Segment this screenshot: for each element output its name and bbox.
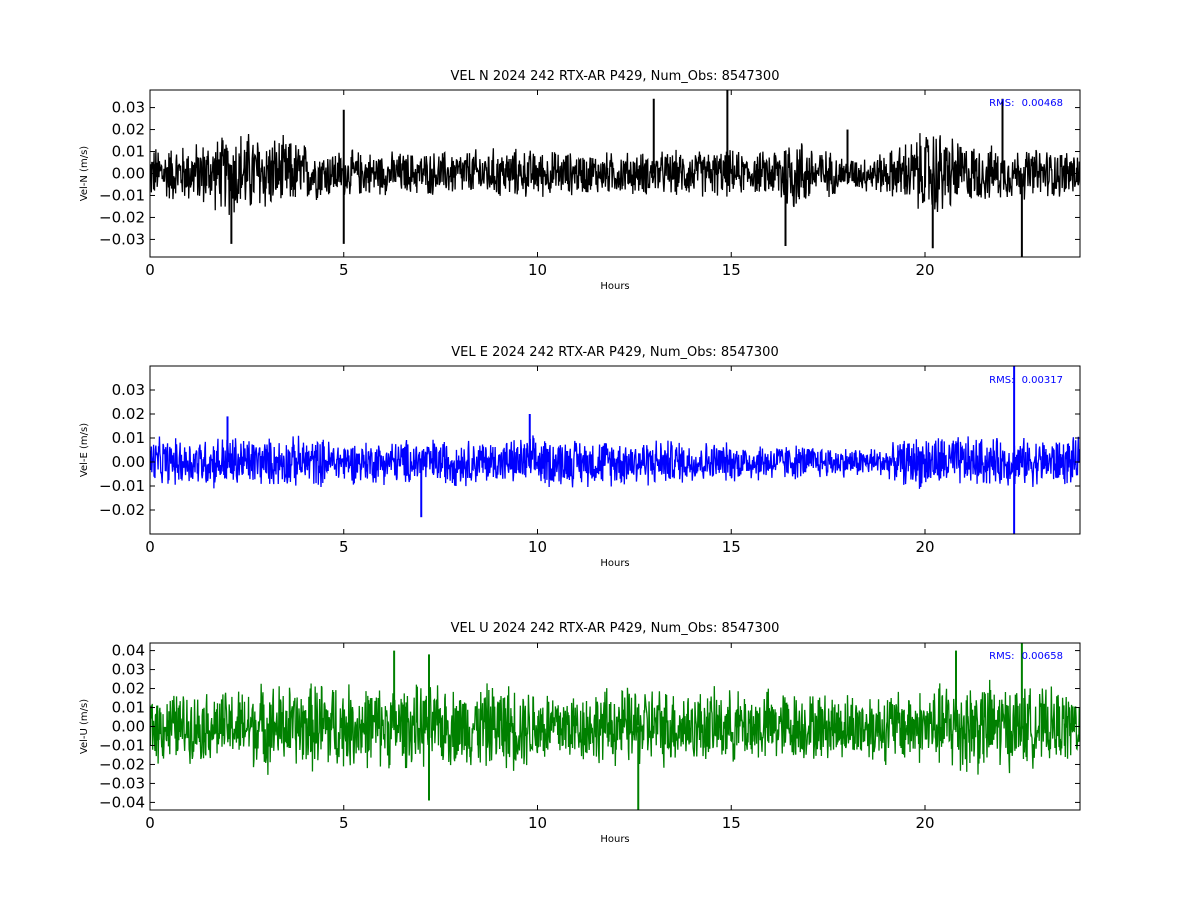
x-tick-label: 0 (145, 261, 155, 279)
y-tick-label: 0.01 (112, 429, 145, 447)
y-axis-label: Vel-U (m/s) (79, 699, 90, 754)
x-tick-label: 0 (145, 538, 155, 556)
rms-annotation: RMS: 0.00658 (989, 651, 1063, 662)
y-tick-label: 0.02 (112, 121, 145, 139)
rms-annotation: RMS: 0.00468 (989, 98, 1063, 109)
x-axis-label: Hours (600, 281, 629, 292)
rms-label: RMS: (989, 651, 1014, 662)
x-axis-label: Hours (600, 834, 629, 845)
panel-vel-n: VEL N 2024 242 RTX-AR P429, Num_Obs: 854… (79, 69, 1081, 292)
series-vel-u (150, 643, 1080, 810)
x-tick-label: 0 (145, 814, 155, 832)
x-tick-label: 15 (722, 261, 741, 279)
y-tick-label: 0.04 (112, 642, 145, 660)
y-tick-label: 0.01 (112, 143, 145, 161)
rms-label: RMS: (989, 98, 1014, 109)
panel-vel-e: VEL E 2024 242 RTX-AR P429, Num_Obs: 854… (79, 345, 1081, 569)
x-tick-label: 15 (722, 538, 741, 556)
x-tick-label: 20 (915, 814, 934, 832)
y-tick-label: 0.03 (112, 381, 145, 399)
axes-frame (149, 365, 1081, 535)
x-axis-label: Hours (600, 558, 629, 569)
y-tick-label: 0.02 (112, 405, 145, 423)
x-tick-label: 10 (528, 538, 547, 556)
y-tick-label: −0.04 (99, 793, 145, 811)
rms-label: RMS: (989, 375, 1014, 386)
tick-group: 0 5 10 15 20 −0.03 −0.02 −0.01 0.00 0.01 0.02 0.03 (99, 90, 1080, 279)
y-tick-label: 0.02 (112, 680, 145, 698)
y-tick-label: 0.03 (112, 99, 145, 117)
x-tick-label: 5 (339, 261, 349, 279)
x-tick-label: 20 (915, 261, 934, 279)
series-line (150, 133, 1080, 215)
y-tick-label: 0.01 (112, 699, 145, 717)
y-tick-label: −0.02 (99, 208, 145, 226)
y-tick-label: −0.01 (99, 736, 145, 754)
y-tick-label: 0.00 (112, 453, 145, 471)
series-line (150, 435, 1080, 489)
y-tick-label: 0.00 (112, 718, 145, 736)
series-vel-e (150, 366, 1080, 534)
rms-value: 0.00658 (1022, 651, 1063, 662)
y-tick-label: 0.03 (112, 661, 145, 679)
tick-group: 0 5 10 15 20 −0.02 −0.01 0.00 0.01 0.02 0.03 (99, 366, 1080, 556)
y-axis-label: Vel-E (m/s) (79, 423, 90, 477)
rms-annotation: RMS: 0.00317 (989, 375, 1063, 386)
panel-title: VEL U 2024 242 RTX-AR P429, Num_Obs: 854… (451, 621, 780, 636)
y-tick-label: −0.03 (99, 774, 145, 792)
tick-group: 0 5 10 15 20 −0.04−0.03−0.02−0.010.000.010.02… (99, 642, 1080, 832)
panel-title: VEL N 2024 242 RTX-AR P429, Num_Obs: 854… (451, 69, 780, 84)
panel-vel-u: VEL U 2024 242 RTX-AR P429, Num_Obs: 854… (79, 621, 1081, 845)
x-tick-label: 5 (339, 538, 349, 556)
x-tick-label: 10 (528, 814, 547, 832)
y-tick-label: −0.03 (99, 230, 145, 248)
x-tick-label: 15 (722, 814, 741, 832)
y-tick-label: −0.02 (99, 501, 145, 519)
x-tick-label: 20 (915, 538, 934, 556)
rms-value: 0.00317 (1022, 375, 1063, 386)
y-tick-label: −0.01 (99, 477, 145, 495)
panel-title: VEL E 2024 242 RTX-AR P429, Num_Obs: 854… (451, 345, 778, 360)
x-tick-label: 5 (339, 814, 349, 832)
y-tick-label: −0.01 (99, 186, 145, 204)
y-tick-label: 0.00 (112, 165, 145, 183)
series-vel-n (150, 90, 1080, 257)
y-tick-label: −0.02 (99, 755, 145, 773)
series-line (150, 679, 1080, 775)
rms-value: 0.00468 (1022, 98, 1063, 109)
y-axis-label: Vel-N (m/s) (79, 146, 90, 201)
x-tick-label: 10 (528, 261, 547, 279)
